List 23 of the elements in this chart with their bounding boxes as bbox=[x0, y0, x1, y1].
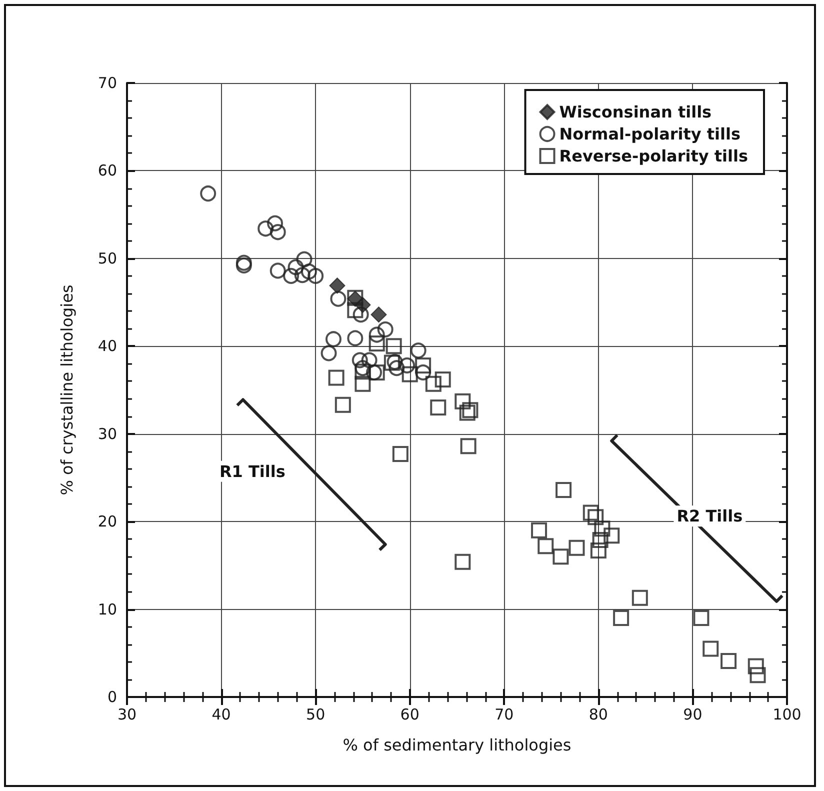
y-tick-label: 50 bbox=[98, 249, 117, 268]
y-tick-label: 60 bbox=[98, 162, 117, 180]
y-tick-label: 0 bbox=[107, 688, 117, 706]
x-tick-label: 70 bbox=[494, 706, 514, 724]
y-tick-label: 30 bbox=[98, 424, 117, 443]
x-tick-label: 90 bbox=[683, 706, 702, 724]
annotation: R2 Tills bbox=[676, 506, 743, 526]
y-axis-title: % of crystalline lithologies bbox=[58, 284, 76, 496]
x-tick-label: 30 bbox=[117, 706, 137, 724]
x-tick-label: 80 bbox=[588, 706, 608, 724]
x-tick-label: 40 bbox=[212, 706, 231, 724]
legend-label: Normal-polarity tills bbox=[559, 124, 741, 144]
y-tick-label: 70 bbox=[98, 74, 117, 92]
x-tick-label: 60 bbox=[400, 706, 420, 724]
annotation: R1 Tills bbox=[219, 462, 286, 481]
y-tick-label: 10 bbox=[98, 600, 117, 618]
x-tick-label: 50 bbox=[306, 706, 326, 724]
legend-label: Wisconsinan tills bbox=[559, 102, 712, 122]
y-tick-label: 20 bbox=[98, 512, 117, 531]
x-tick-label: 100 bbox=[772, 706, 802, 724]
x-axis-title: % of sedimentary lithologies bbox=[342, 736, 572, 754]
y-tick-label: 40 bbox=[98, 337, 117, 356]
legend-label: Reverse-polarity tills bbox=[559, 146, 748, 166]
